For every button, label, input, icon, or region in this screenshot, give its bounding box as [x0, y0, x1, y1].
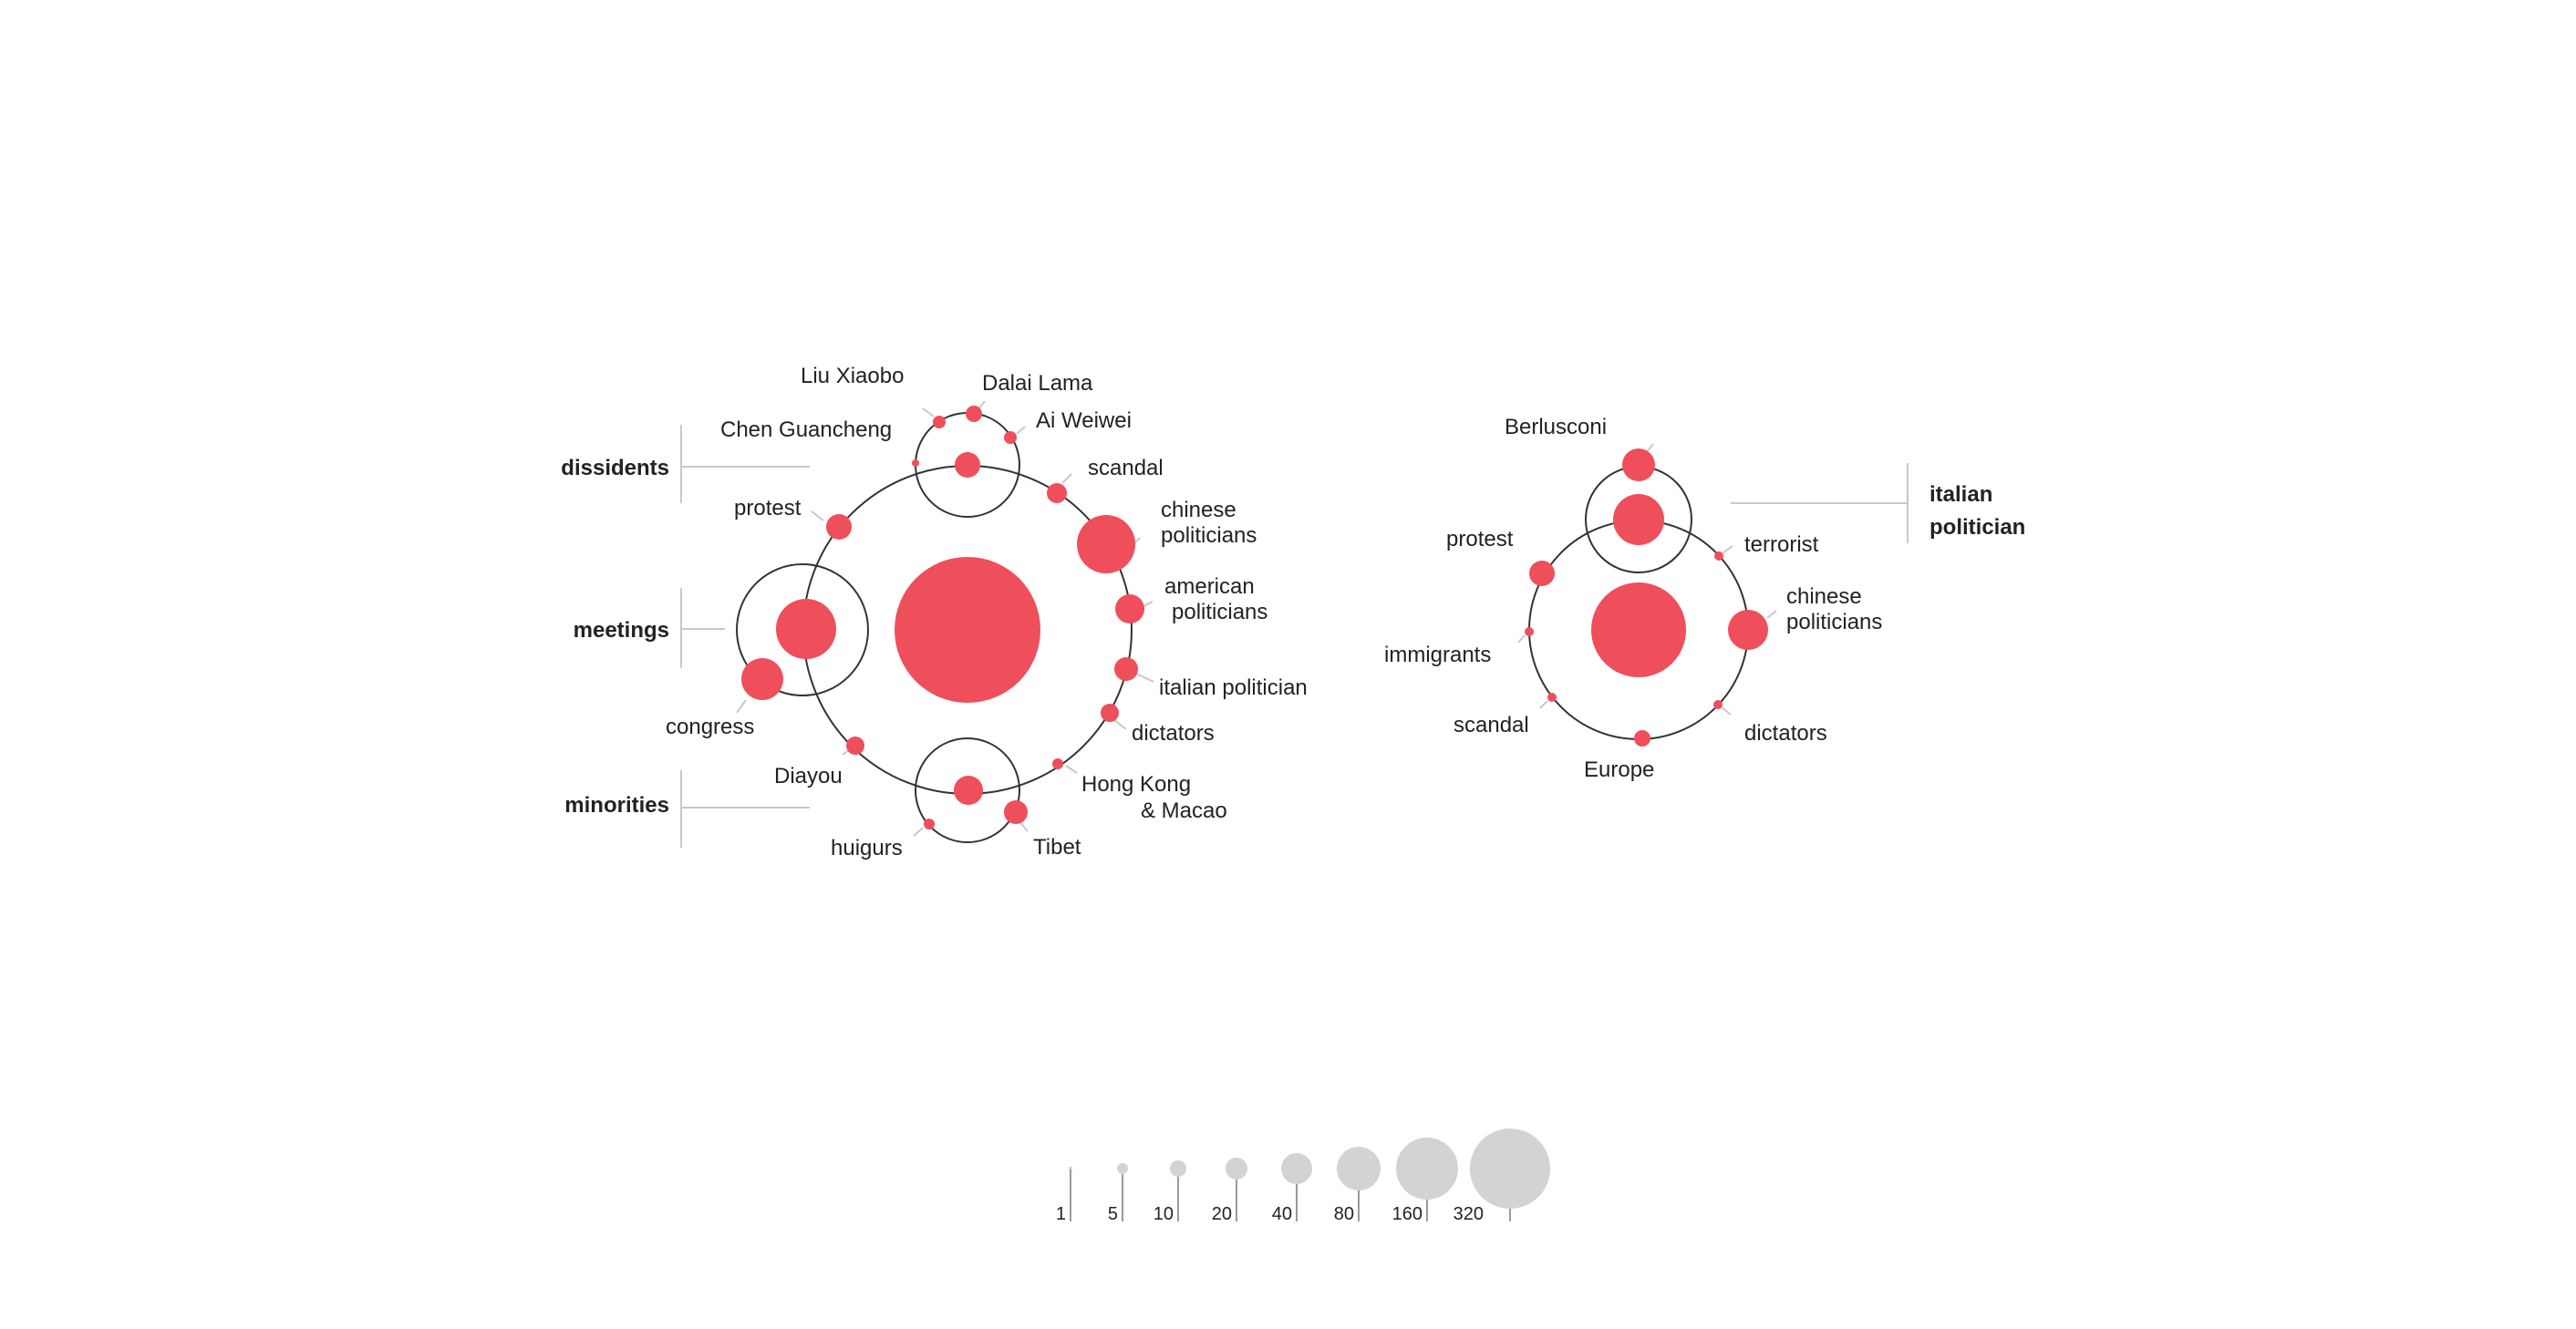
- american-politicians-pointer: [1143, 601, 1154, 607]
- ai-weiwei-pointer: [1016, 426, 1026, 435]
- dissidents-bubble: [955, 452, 980, 478]
- hong-kong-pointer: [1065, 765, 1078, 774]
- label-dalai-lama: Dalai Lama: [982, 371, 1093, 396]
- diayou-bubble: [846, 737, 864, 755]
- minorities-bubble: [954, 776, 983, 805]
- chinese-politicians-bubble: [1077, 515, 1135, 573]
- dalai-lama-bubble: [966, 406, 982, 422]
- label-protest-r: protest: [1446, 527, 1514, 551]
- scandal-r-bubble: [1547, 693, 1557, 702]
- berlusconi-pointer: [1646, 443, 1654, 453]
- scale-bubble-80: [1337, 1147, 1381, 1190]
- scale-label-1: 1: [1056, 1204, 1066, 1224]
- label-congress: congress: [666, 715, 754, 739]
- italian-politician-bubble-r: [1613, 494, 1664, 545]
- right-cluster: italian politician Berlusconi protest te…: [1384, 415, 2025, 782]
- scale-label-80: 80: [1334, 1204, 1354, 1224]
- label-chen-guancheng: Chen Guancheng: [720, 417, 892, 442]
- label-huigurs: huigurs: [831, 836, 903, 860]
- chen-guancheng-bubble: [912, 459, 919, 467]
- label-american-politicians: american: [1164, 574, 1255, 599]
- category-italian-politician: italian: [1929, 482, 1992, 507]
- dictators-pointer: [1113, 719, 1127, 730]
- terrorist-pointer: [1722, 545, 1733, 554]
- berlusconi-bubble: [1622, 448, 1655, 481]
- chinese-politicians-r-pointer: [1766, 610, 1777, 619]
- label-immigrants: immigrants: [1384, 643, 1491, 667]
- american-politicians-bubble: [1115, 594, 1144, 623]
- hong-kong-bubble: [1052, 758, 1063, 769]
- right-center-bubble: [1591, 582, 1686, 677]
- label-american-politicians-2: politicians: [1172, 600, 1267, 624]
- label-italian-politician: italian politician: [1159, 675, 1308, 700]
- scale-label-10: 10: [1154, 1204, 1174, 1224]
- label-liu-xiaobo: Liu Xiaobo: [801, 364, 904, 388]
- scandal-pointer: [1061, 473, 1072, 484]
- scale-bubble-40: [1281, 1153, 1312, 1184]
- category-italian-politician-2: politician: [1929, 515, 2025, 540]
- liu-xiaobo-bubble: [933, 416, 946, 428]
- scandal-r-pointer: [1539, 700, 1548, 709]
- dictators-r-pointer: [1721, 706, 1732, 716]
- europe-bubble: [1634, 730, 1650, 747]
- scale-bubble-320: [1470, 1128, 1550, 1209]
- liu-xiaobo-pointer: [922, 407, 935, 417]
- category-minorities: minorities: [564, 793, 669, 818]
- label-protest: protest: [734, 496, 802, 520]
- left-center-bubble: [895, 557, 1040, 703]
- ai-weiwei-bubble: [1004, 431, 1017, 444]
- immigrants-bubble: [1525, 627, 1534, 636]
- scale-bubble-20: [1226, 1158, 1247, 1180]
- category-meetings: meetings: [574, 618, 669, 643]
- scale-label-160: 160: [1392, 1204, 1422, 1224]
- tibet-bubble: [1004, 800, 1028, 824]
- label-diayou: Diayou: [774, 764, 843, 788]
- minorities-ring: [915, 737, 1020, 843]
- dictators-r-bubble: [1713, 700, 1723, 709]
- immigrants-pointer: [1517, 634, 1526, 644]
- label-scandal: scandal: [1088, 456, 1164, 480]
- label-berlusconi: Berlusconi: [1505, 415, 1607, 439]
- size-scale-legend: 1 5 10 20 40 80 160 320: [1056, 1128, 1550, 1224]
- huigurs-pointer: [913, 827, 924, 837]
- huigurs-bubble: [924, 819, 935, 829]
- scale-bubble-5: [1117, 1163, 1128, 1174]
- congress-pointer: [736, 699, 747, 714]
- label-ai-weiwei: Ai Weiwei: [1036, 408, 1132, 433]
- scale-bubble-10: [1170, 1160, 1186, 1177]
- left-cluster: dissidents meetings minorities Liu Xiaob…: [561, 364, 1307, 860]
- scale-bubble-160: [1396, 1138, 1458, 1200]
- italian-politician-pointer: [1133, 672, 1154, 683]
- italian-politician-bubble: [1114, 657, 1138, 681]
- meetings-bubble: [776, 599, 836, 659]
- label-hong-kong-2: & Macao: [1141, 798, 1227, 823]
- label-hong-kong: Hong Kong: [1081, 772, 1191, 797]
- congress-bubble: [741, 658, 783, 700]
- label-chinese-politicians-2: politicians: [1161, 523, 1257, 548]
- category-dissidents: dissidents: [561, 456, 669, 480]
- scale-label-320: 320: [1454, 1204, 1484, 1224]
- label-dictators-r: dictators: [1744, 721, 1827, 746]
- label-terrorist: terrorist: [1744, 532, 1819, 557]
- protest-bubble: [826, 514, 852, 540]
- scandal-bubble: [1047, 483, 1067, 503]
- label-scandal-r: scandal: [1454, 713, 1529, 737]
- protest-pointer: [811, 510, 824, 521]
- label-chinese-politicians-r-2: politicians: [1786, 610, 1882, 634]
- label-europe: Europe: [1584, 757, 1654, 782]
- protest-r-bubble: [1529, 561, 1555, 586]
- scale-label-5: 5: [1108, 1204, 1118, 1224]
- terrorist-bubble: [1714, 551, 1723, 561]
- scale-label-40: 40: [1272, 1204, 1292, 1224]
- label-dictators: dictators: [1132, 721, 1215, 746]
- label-chinese-politicians: chinese: [1161, 498, 1236, 522]
- chinese-politicians-r-bubble: [1728, 610, 1768, 650]
- label-tibet: Tibet: [1033, 835, 1081, 860]
- dictators-bubble: [1101, 704, 1119, 722]
- label-chinese-politicians-r: chinese: [1786, 584, 1862, 609]
- meetings-ring: [736, 563, 869, 696]
- scale-label-20: 20: [1212, 1204, 1232, 1224]
